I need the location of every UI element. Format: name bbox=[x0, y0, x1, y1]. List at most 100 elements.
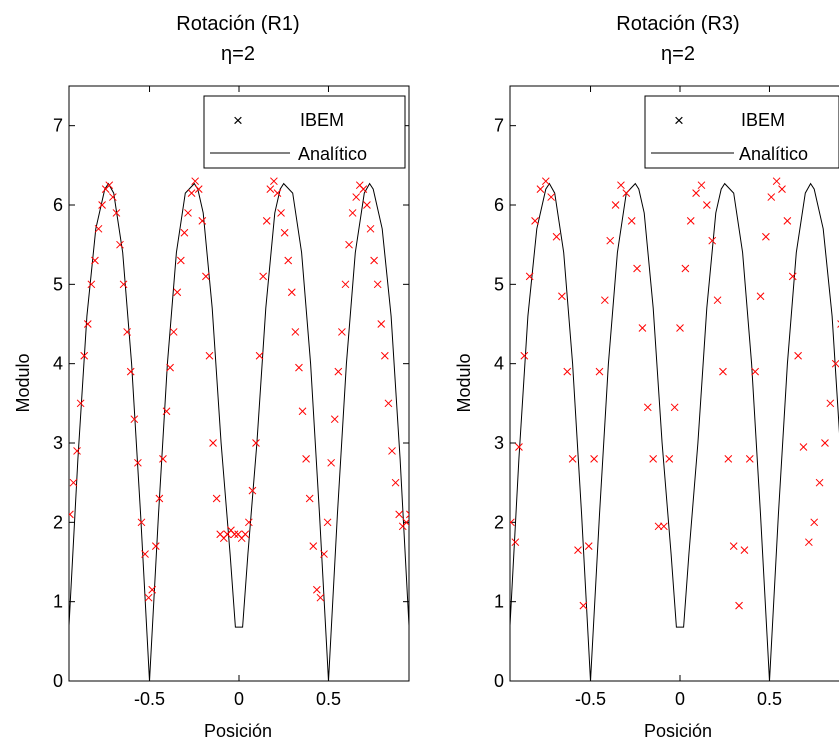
chart-right-series-ibem-point bbox=[568, 455, 577, 463]
chart-right-series-ibem-point bbox=[821, 439, 829, 447]
chart-left-series-ibem-point bbox=[205, 351, 214, 360]
chart-left-series-ibem-point bbox=[87, 280, 96, 289]
chart-left-series-ibem-point bbox=[155, 494, 164, 503]
chart-right-series-ibem-point bbox=[515, 443, 523, 451]
chart-right-series-ibem-point bbox=[633, 264, 641, 273]
chart-right-series-ibem-point bbox=[745, 455, 754, 463]
chart-left-series-ibem-point bbox=[273, 189, 282, 197]
chart-right-subtitle: η=2 bbox=[661, 43, 695, 65]
chart-left-legend-label-ibem: IBEM bbox=[300, 110, 344, 130]
chart-left-ytick-label: 4 bbox=[53, 354, 63, 374]
chart-right-series-ibem-point bbox=[670, 403, 679, 412]
chart-left-ytick-label: 3 bbox=[53, 433, 63, 453]
chart-left-series-ibem-point bbox=[262, 217, 271, 225]
chart-left-series-ibem-point bbox=[148, 585, 157, 594]
chart-right-series-ibem-point bbox=[511, 538, 520, 547]
chart-right-series-ibem-point bbox=[595, 367, 604, 376]
chart-right-series-ibem-point bbox=[574, 546, 582, 554]
chart-right-ytick-label: 0 bbox=[494, 671, 504, 691]
chart-left-series-ibem-point bbox=[284, 256, 293, 265]
chart-left-series-ibem-point bbox=[309, 542, 318, 550]
chart-right-legend-box bbox=[644, 95, 839, 169]
chart-left-series-ibem-point bbox=[108, 193, 117, 201]
chart-left-series-ibem-point bbox=[76, 399, 85, 408]
chart-right-series-ibem-point bbox=[541, 177, 550, 186]
chart-left-series-ibem-point bbox=[69, 478, 78, 487]
chart-left-xtick-label: 0.5 bbox=[316, 689, 341, 709]
chart-left-series-ibem-point bbox=[119, 280, 128, 289]
chart-left-series-ibem-point bbox=[320, 550, 328, 558]
chart-left-series-ibem-point bbox=[83, 320, 92, 328]
chart-left-series-ibem-point bbox=[305, 494, 314, 503]
chart-left-series-ibem-point bbox=[334, 367, 343, 376]
chart-left-series-ibem-point bbox=[116, 240, 124, 249]
chart-left-series-ibem-point bbox=[173, 288, 182, 297]
chart-right-series-ibem-point bbox=[799, 443, 808, 451]
chart-left-series-ibem-point bbox=[391, 478, 400, 487]
chart-right-series-ibem-point bbox=[697, 181, 706, 190]
chart-right-ytick-label: 4 bbox=[494, 354, 504, 374]
chart-left-series-ibem-point bbox=[384, 399, 393, 408]
chart-left-series-ibem-point bbox=[388, 447, 396, 455]
chart-left-series-ibem-point bbox=[352, 193, 361, 201]
chart-right-series-ibem-point bbox=[686, 217, 695, 225]
chart-left-series-ibem-point bbox=[255, 351, 264, 360]
chart-right-data bbox=[510, 177, 839, 681]
chart-left-series-ibem-point bbox=[130, 415, 139, 424]
chart-left-series-ibem-point bbox=[141, 550, 149, 558]
chart-right-series-ibem-point bbox=[520, 351, 529, 360]
chart-right-series-ibem-point bbox=[810, 518, 819, 527]
chart-left-series-ibem-point bbox=[345, 240, 353, 249]
chart-left-series-ibem-point bbox=[259, 272, 268, 281]
chart-left-series-ibem-point bbox=[252, 439, 260, 447]
chart-left-series-ibem-point bbox=[202, 272, 210, 281]
chart-right-legend-label-analitico: Analítico bbox=[739, 144, 808, 164]
chart-right-series-ibem-point bbox=[643, 403, 652, 412]
chart-right-ylabel: Modulo bbox=[454, 353, 474, 412]
chart-right-series-ibem-point bbox=[804, 538, 813, 547]
chart-left-series-ibem-point bbox=[69, 510, 74, 519]
chart-right-series-ibem-point bbox=[536, 185, 545, 193]
chart-right-series-ibem-point bbox=[649, 455, 658, 463]
chart-right-series-ibem-point bbox=[579, 601, 588, 610]
chart-left-ytick-label: 0 bbox=[53, 671, 63, 691]
chart-left-series-ibem-point bbox=[366, 224, 375, 233]
chart-right-legend: × IBEM Analítico bbox=[644, 95, 839, 169]
chart-right-series-ibem-point bbox=[681, 264, 690, 273]
chart-left-series-ibem-point bbox=[162, 407, 171, 416]
chart-left-series-ibem-point bbox=[312, 585, 321, 594]
chart-right-ytick-label: 7 bbox=[494, 116, 504, 136]
chart-right: Rotación (R3) η=2 Posición Modulo 0 1 2 3 4 5… bbox=[454, 13, 839, 741]
chart-left-series-ibem-point bbox=[277, 209, 285, 217]
chart-right-series-ibem-point bbox=[676, 324, 684, 332]
chart-right-series-ibem-point bbox=[563, 367, 572, 376]
chart-left-series-ibem-point bbox=[302, 455, 310, 463]
chart-left-series-ibem-point bbox=[134, 458, 142, 467]
chart-left-series-ibem-point bbox=[123, 328, 132, 336]
chart-right-series-ibem-point bbox=[627, 217, 636, 225]
chart-left-legend: × IBEM Analítico bbox=[203, 95, 406, 169]
chart-left-series-ibem-point bbox=[395, 510, 404, 519]
chart-left-ytick-label: 7 bbox=[53, 116, 63, 136]
chart-left-ytick-label: 5 bbox=[53, 274, 63, 294]
chart-right-series-ibem-point bbox=[552, 232, 561, 241]
chart-right-series-ibem-point bbox=[735, 601, 743, 610]
chart-right-series-ibem-point bbox=[547, 193, 556, 201]
chart-left-series-ibem-point bbox=[137, 518, 146, 527]
chart-right-series-ibem-point bbox=[611, 201, 620, 209]
chart-left-title: Rotación (R1) bbox=[176, 13, 299, 35]
chart-right-series-ibem-point bbox=[762, 232, 770, 241]
chart-left-series-ibem-point bbox=[291, 328, 300, 336]
chart-right-legend-label-ibem: IBEM bbox=[741, 110, 785, 130]
chart-right-series-ibem-point bbox=[708, 236, 717, 245]
chart-right-series-ibem-point bbox=[778, 185, 786, 193]
chart-right-series-analitico-line bbox=[510, 182, 839, 681]
chart-left-series-analitico-line bbox=[69, 182, 409, 681]
chart-left-series-ibem-point bbox=[348, 209, 357, 217]
chart-right-series-ibem-point bbox=[638, 324, 647, 332]
chart-right-legend-marker-ibem: × bbox=[674, 111, 684, 130]
chart-left-series-ibem-point bbox=[151, 542, 160, 550]
chart-left-subtitle: η=2 bbox=[221, 43, 255, 65]
chart-left-series-ibem-point bbox=[380, 351, 389, 360]
chart-left-legend-box bbox=[203, 95, 406, 169]
